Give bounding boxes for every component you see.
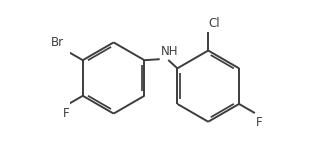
Text: F: F — [256, 116, 262, 129]
Text: F: F — [63, 107, 69, 120]
Text: Cl: Cl — [208, 17, 220, 30]
Text: NH: NH — [161, 45, 178, 58]
Text: Br: Br — [51, 36, 64, 49]
